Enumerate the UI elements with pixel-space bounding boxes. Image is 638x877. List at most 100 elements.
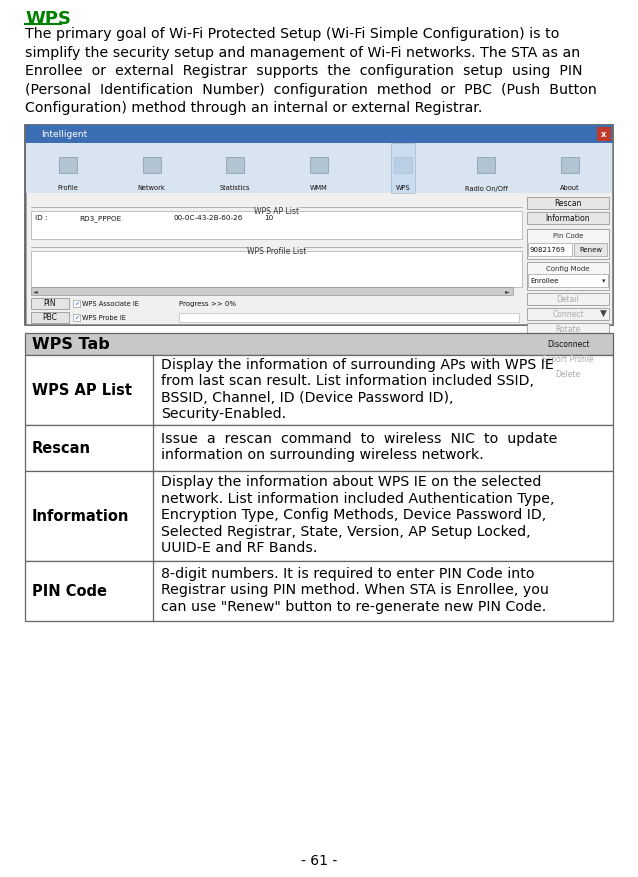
- Text: Configuration) method through an internal or external Registrar.: Configuration) method through an interna…: [25, 101, 482, 115]
- FancyBboxPatch shape: [597, 127, 611, 141]
- FancyBboxPatch shape: [527, 339, 609, 350]
- FancyBboxPatch shape: [31, 211, 522, 239]
- FancyBboxPatch shape: [26, 143, 612, 193]
- FancyBboxPatch shape: [25, 125, 613, 325]
- Text: Enrollee  or  external  Registrar  supports  the  configuration  setup  using  P: Enrollee or external Registrar supports …: [25, 64, 582, 78]
- Text: Issue  a  rescan  command  to  wireless  NIC  to  update: Issue a rescan command to wireless NIC t…: [161, 431, 558, 446]
- Text: WPS: WPS: [25, 10, 71, 28]
- FancyBboxPatch shape: [527, 353, 609, 365]
- Text: ✓: ✓: [74, 315, 79, 320]
- FancyBboxPatch shape: [73, 314, 80, 321]
- Text: Enrollee: Enrollee: [530, 278, 558, 283]
- Text: x: x: [601, 130, 607, 139]
- FancyBboxPatch shape: [226, 157, 244, 174]
- Text: information on surrounding wireless network.: information on surrounding wireless netw…: [161, 448, 484, 462]
- Text: Pin Code: Pin Code: [553, 233, 583, 239]
- Text: WPS Associate IE: WPS Associate IE: [82, 301, 139, 307]
- Text: WPS Tab: WPS Tab: [32, 337, 110, 352]
- Text: Encryption Type, Config Methods, Device Password ID,: Encryption Type, Config Methods, Device …: [161, 508, 546, 522]
- Text: (Personal  Identification  Number)  configuration  method  or  PBC  (Push  Butto: (Personal Identification Number) configu…: [25, 82, 597, 96]
- Text: PIN: PIN: [43, 299, 56, 308]
- Text: network. List information included Authentication Type,: network. List information included Authe…: [161, 491, 554, 505]
- Text: Rotate: Rotate: [555, 324, 581, 333]
- FancyBboxPatch shape: [142, 157, 161, 174]
- FancyBboxPatch shape: [25, 471, 613, 561]
- Text: ▼: ▼: [600, 308, 607, 317]
- Text: Rescan: Rescan: [32, 440, 91, 455]
- FancyBboxPatch shape: [527, 368, 609, 380]
- Text: ►: ►: [505, 289, 510, 294]
- Text: simplify the security setup and management of Wi-Fi networks. The STA as an: simplify the security setup and manageme…: [25, 46, 580, 60]
- Text: WPS AP List: WPS AP List: [254, 206, 299, 215]
- Text: WPS Profile List: WPS Profile List: [247, 246, 306, 255]
- FancyBboxPatch shape: [25, 561, 613, 621]
- Text: Security-Enabled.: Security-Enabled.: [161, 407, 286, 420]
- FancyBboxPatch shape: [31, 312, 69, 323]
- FancyBboxPatch shape: [528, 275, 608, 287]
- Text: Disconnect: Disconnect: [547, 339, 590, 348]
- FancyBboxPatch shape: [59, 157, 77, 174]
- FancyBboxPatch shape: [310, 157, 328, 174]
- Text: Export Profile: Export Profile: [542, 354, 594, 364]
- Text: ◄: ◄: [33, 289, 38, 294]
- FancyBboxPatch shape: [25, 333, 613, 355]
- Text: Progress >> 0%: Progress >> 0%: [179, 301, 236, 307]
- FancyBboxPatch shape: [26, 125, 612, 143]
- Text: WPS Probe IE: WPS Probe IE: [82, 315, 126, 321]
- Text: Delete: Delete: [556, 369, 581, 379]
- Text: WPS: WPS: [396, 185, 410, 191]
- FancyBboxPatch shape: [527, 197, 609, 210]
- Text: Connect: Connect: [553, 310, 584, 318]
- Text: ✓: ✓: [74, 301, 79, 306]
- Text: Selected Registrar, State, Version, AP Setup Locked,: Selected Registrar, State, Version, AP S…: [161, 524, 531, 538]
- FancyBboxPatch shape: [31, 287, 513, 296]
- Text: UUID-E and RF Bands.: UUID-E and RF Bands.: [161, 540, 317, 554]
- Text: PIN Code: PIN Code: [32, 583, 107, 598]
- Text: WPS AP List: WPS AP List: [32, 382, 132, 397]
- Text: WMM: WMM: [310, 185, 328, 191]
- FancyBboxPatch shape: [527, 293, 609, 305]
- Text: PBC: PBC: [43, 313, 57, 322]
- Text: Information: Information: [32, 509, 130, 524]
- Text: from last scan result. List information included SSID,: from last scan result. List information …: [161, 374, 534, 388]
- FancyBboxPatch shape: [31, 298, 69, 310]
- Text: 00-0C-43-2B-60-26: 00-0C-43-2B-60-26: [174, 215, 243, 221]
- FancyBboxPatch shape: [574, 243, 607, 256]
- FancyBboxPatch shape: [527, 262, 609, 290]
- Text: ID :: ID :: [35, 215, 47, 221]
- Text: 90821769: 90821769: [530, 246, 566, 253]
- FancyBboxPatch shape: [73, 300, 80, 307]
- Text: Network: Network: [138, 185, 165, 191]
- FancyBboxPatch shape: [25, 355, 613, 425]
- FancyBboxPatch shape: [527, 308, 609, 320]
- FancyBboxPatch shape: [561, 157, 579, 174]
- Text: Intelligent: Intelligent: [41, 130, 87, 139]
- FancyBboxPatch shape: [527, 323, 609, 335]
- Text: Statistics: Statistics: [220, 185, 251, 191]
- Text: Registrar using PIN method. When STA is Enrollee, you: Registrar using PIN method. When STA is …: [161, 582, 549, 596]
- Text: Renew: Renew: [579, 246, 602, 253]
- Text: BSSID, Channel, ID (Device Password ID),: BSSID, Channel, ID (Device Password ID),: [161, 390, 454, 404]
- Text: 10: 10: [264, 215, 273, 221]
- Text: Display the information about WPS IE on the selected: Display the information about WPS IE on …: [161, 474, 542, 488]
- Text: ▾: ▾: [602, 278, 605, 283]
- Text: - 61 -: - 61 -: [301, 853, 337, 867]
- Text: Display the information of surrounding APs with WPS IE: Display the information of surrounding A…: [161, 357, 554, 371]
- Text: Config Mode: Config Mode: [546, 267, 590, 272]
- FancyBboxPatch shape: [179, 313, 519, 322]
- FancyBboxPatch shape: [394, 157, 412, 174]
- FancyBboxPatch shape: [528, 243, 572, 256]
- Text: About: About: [560, 185, 580, 191]
- Text: Rescan: Rescan: [554, 199, 582, 208]
- FancyBboxPatch shape: [390, 143, 415, 193]
- Text: can use "Renew" button to re-generate new PIN Code.: can use "Renew" button to re-generate ne…: [161, 599, 546, 613]
- FancyBboxPatch shape: [527, 212, 609, 225]
- Text: Radio On/Off: Radio On/Off: [465, 185, 508, 191]
- Text: Information: Information: [545, 214, 590, 223]
- Text: 8-digit numbers. It is required to enter PIN Code into: 8-digit numbers. It is required to enter…: [161, 567, 535, 580]
- FancyBboxPatch shape: [477, 157, 496, 174]
- Text: The primary goal of Wi-Fi Protected Setup (Wi-Fi Simple Configuration) is to: The primary goal of Wi-Fi Protected Setu…: [25, 27, 560, 41]
- FancyBboxPatch shape: [527, 229, 609, 260]
- Text: Detail: Detail: [556, 295, 579, 303]
- FancyBboxPatch shape: [31, 251, 522, 287]
